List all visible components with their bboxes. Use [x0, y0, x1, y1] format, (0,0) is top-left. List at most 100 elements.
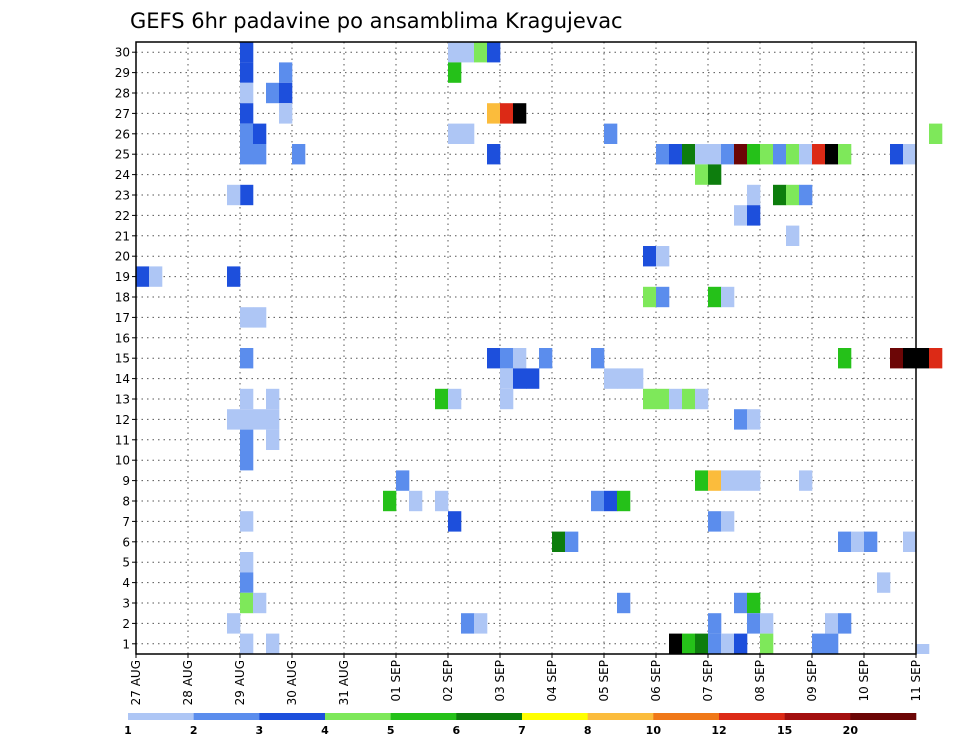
data-cell [825, 613, 839, 634]
data-cell [279, 82, 293, 104]
colorbar-label: 1 [124, 724, 132, 737]
data-cell [656, 388, 670, 410]
data-cell [461, 42, 475, 63]
data-cell [929, 123, 943, 144]
data-cell [149, 266, 163, 287]
data-cell [812, 633, 826, 654]
data-cell [448, 42, 462, 63]
data-cell [591, 348, 605, 369]
data-cell [890, 348, 904, 369]
data-cell [734, 205, 748, 226]
colorbar-swatch [193, 713, 260, 720]
data-cell [448, 62, 462, 83]
data-cell [513, 103, 527, 124]
data-cell [253, 123, 267, 144]
data-cell [240, 348, 254, 369]
data-cell [240, 62, 254, 83]
data-cell [708, 286, 722, 308]
y-tick-label: 10 [115, 454, 130, 468]
data-cell [747, 592, 761, 614]
colorbar-swatch [259, 713, 326, 720]
data-cell [695, 164, 709, 185]
data-cell [136, 266, 150, 287]
data-cell [786, 184, 800, 206]
data-cell [799, 184, 813, 206]
data-cell [617, 592, 631, 614]
data-cell [240, 552, 254, 573]
data-cell [279, 103, 293, 124]
data-cell [630, 368, 644, 389]
data-cell [799, 144, 813, 165]
data-cell [474, 42, 488, 63]
data-cell [760, 613, 774, 634]
data-cell [682, 633, 696, 654]
y-axis-ticks: 1234567891011121314151617181920212223242… [115, 46, 136, 651]
x-tick-label: 06 SEP [649, 660, 663, 702]
data-cell [292, 144, 306, 165]
data-cell [747, 205, 761, 226]
y-tick-label: 21 [115, 229, 130, 243]
data-cell [747, 613, 761, 634]
data-cell [617, 490, 631, 512]
colorbar-swatch [522, 713, 588, 720]
x-tick-label: 10 SEP [857, 660, 871, 702]
data-cell [240, 429, 254, 450]
data-cell [240, 633, 254, 654]
data-cell [695, 144, 709, 165]
data-cell [227, 613, 241, 634]
data-cell [513, 348, 527, 369]
data-cell [708, 511, 722, 532]
data-cell [825, 633, 839, 654]
data-cell [253, 409, 267, 430]
y-tick-label: 22 [115, 209, 130, 223]
data-cell [786, 225, 800, 246]
data-cell [240, 450, 254, 471]
data-cell [240, 103, 254, 124]
data-cell [435, 388, 449, 410]
y-tick-label: 27 [115, 107, 130, 121]
x-tick-label: 09 SEP [805, 660, 819, 702]
data-cell [695, 633, 709, 654]
data-cell [513, 368, 527, 389]
data-cell [500, 348, 514, 369]
data-cell [240, 184, 254, 206]
data-cell [643, 246, 657, 267]
colorbar-swatch [784, 713, 851, 720]
data-cell [227, 266, 241, 287]
y-tick-label: 1 [122, 637, 130, 651]
x-tick-label: 07 SEP [701, 660, 715, 702]
colorbar-label: 20 [843, 724, 859, 737]
data-cell [409, 490, 423, 512]
y-tick-label: 24 [115, 168, 130, 182]
data-cell [838, 144, 852, 165]
data-cell [396, 470, 410, 491]
data-cell [591, 490, 605, 512]
y-tick-label: 17 [115, 311, 130, 325]
x-tick-label: 01 SEP [389, 660, 403, 702]
x-tick-label: 28 AUG [181, 660, 195, 705]
data-cell [643, 286, 657, 308]
data-cell [253, 144, 267, 165]
data-cell [682, 144, 696, 165]
colorbar-swatch [653, 713, 720, 720]
y-tick-label: 11 [115, 433, 130, 447]
data-cell [617, 368, 631, 389]
data-cell [227, 409, 241, 430]
colorbar-label: 3 [256, 724, 264, 737]
x-tick-label: 03 SEP [493, 660, 507, 702]
colorbar-label: 7 [518, 724, 526, 737]
data-cell [240, 42, 254, 63]
y-tick-label: 8 [122, 495, 130, 509]
x-tick-label: 30 AUG [285, 660, 299, 705]
data-cell [240, 592, 254, 614]
data-cell [656, 144, 670, 165]
y-tick-label: 12 [115, 413, 130, 427]
data-cell [448, 388, 462, 410]
data-cell [240, 144, 254, 165]
data-cell [500, 368, 514, 389]
data-cell [838, 613, 852, 634]
colorbar: 1 2 3 4 5 6 7 8 10 12 15 20 [124, 713, 917, 737]
data-cell [656, 286, 670, 308]
data-cell [695, 470, 709, 491]
y-tick-label: 19 [115, 270, 130, 284]
